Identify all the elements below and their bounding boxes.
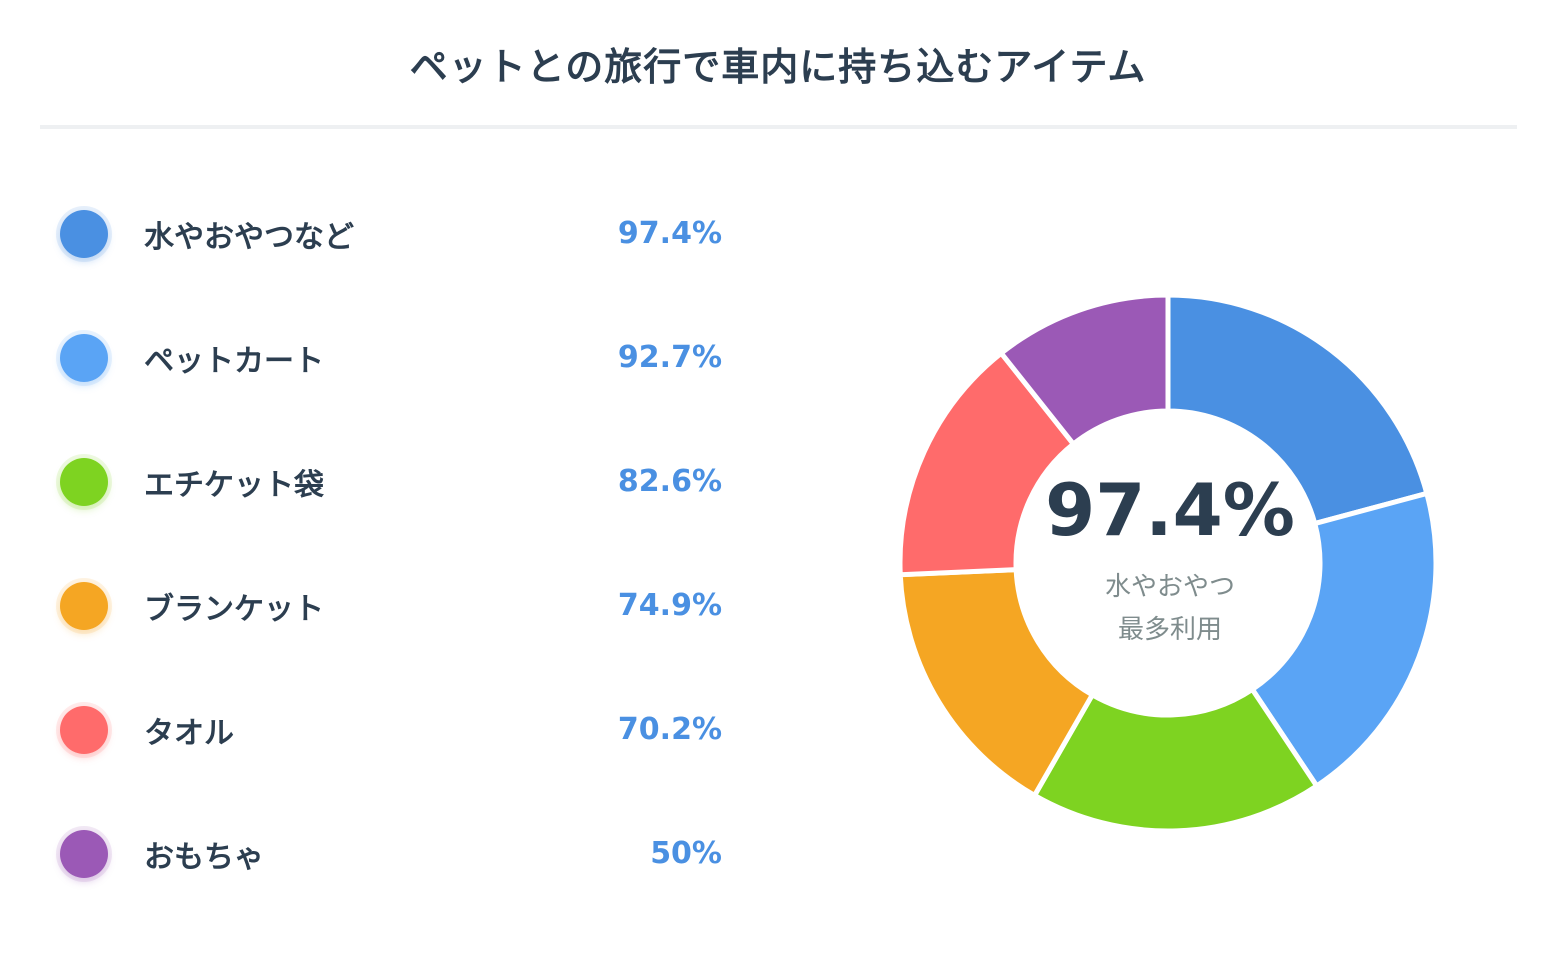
donut-slice-4 [897, 567, 1096, 799]
legend-item-towel: タオル 70.2% [58, 666, 738, 790]
legend-color-dot [60, 706, 108, 754]
center-label-line2: 最多利用 [1117, 615, 1222, 645]
legend-label: タオル [144, 716, 234, 751]
legend-color-dot [60, 334, 108, 382]
legend-label: ペットカート [144, 344, 324, 379]
legend-label: ブランケット [144, 592, 324, 627]
title-divider [40, 125, 1517, 129]
center-value: 97.4% [1045, 468, 1295, 552]
legend-value: 70.2% [617, 712, 722, 747]
donut-slice-3 [1031, 685, 1321, 834]
legend-color-dot [60, 830, 108, 878]
legend-color-dot [60, 458, 108, 506]
legend-item-pet-cart: ペットカート 92.7% [58, 294, 738, 418]
chart-title: ペットとの旅行で車内に持ち込むアイテム [409, 45, 1147, 89]
legend: 水やおやつなど 97.4% ペットカート 92.7% エチケット袋 82.6% … [58, 170, 738, 914]
donut-slice-2 [1248, 490, 1439, 790]
legend-value: 97.4% [617, 216, 722, 251]
legend-item-toy: おもちゃ 50% [58, 790, 738, 914]
legend-item-water-snacks: 水やおやつなど 97.4% [58, 170, 738, 294]
legend-color-dot [60, 582, 108, 630]
legend-value: 82.6% [617, 464, 722, 499]
donut-slice-1 [1165, 292, 1430, 527]
legend-item-blanket: ブランケット 74.9% [58, 542, 738, 666]
legend-color-dot [60, 210, 108, 258]
donut-chart-svg [897, 292, 1439, 834]
legend-label: おもちゃ [144, 840, 264, 875]
legend-label: エチケット袋 [144, 468, 324, 503]
legend-value: 92.7% [617, 340, 722, 375]
donut-slice-5 [897, 349, 1077, 578]
center-label-line1: 水やおやつ [1104, 572, 1235, 602]
legend-value: 74.9% [617, 588, 722, 623]
donut-slice-6 [997, 292, 1171, 448]
donut-chart [890, 285, 1450, 845]
legend-value: 50% [650, 836, 722, 871]
legend-item-etiquette-bag: エチケット袋 82.6% [58, 418, 738, 542]
legend-label: 水やおやつなど [144, 220, 354, 255]
